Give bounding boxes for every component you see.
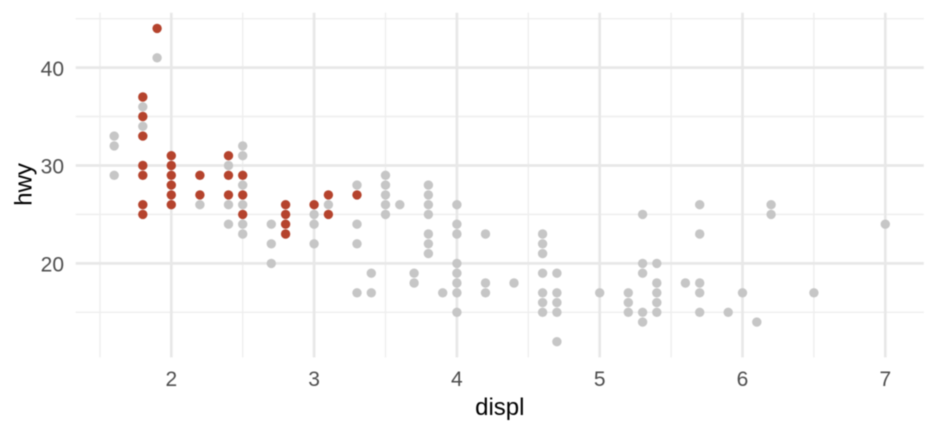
svg-text:7: 7 <box>879 368 891 391</box>
svg-text:4: 4 <box>451 368 463 391</box>
svg-text:hwy: hwy <box>10 163 37 206</box>
svg-text:30: 30 <box>41 156 64 179</box>
svg-text:40: 40 <box>41 58 64 81</box>
svg-text:5: 5 <box>594 368 606 391</box>
svg-text:20: 20 <box>41 254 64 277</box>
svg-text:3: 3 <box>308 368 320 391</box>
svg-text:2: 2 <box>165 368 177 391</box>
svg-text:displ: displ <box>475 394 524 421</box>
svg-text:6: 6 <box>737 368 749 391</box>
